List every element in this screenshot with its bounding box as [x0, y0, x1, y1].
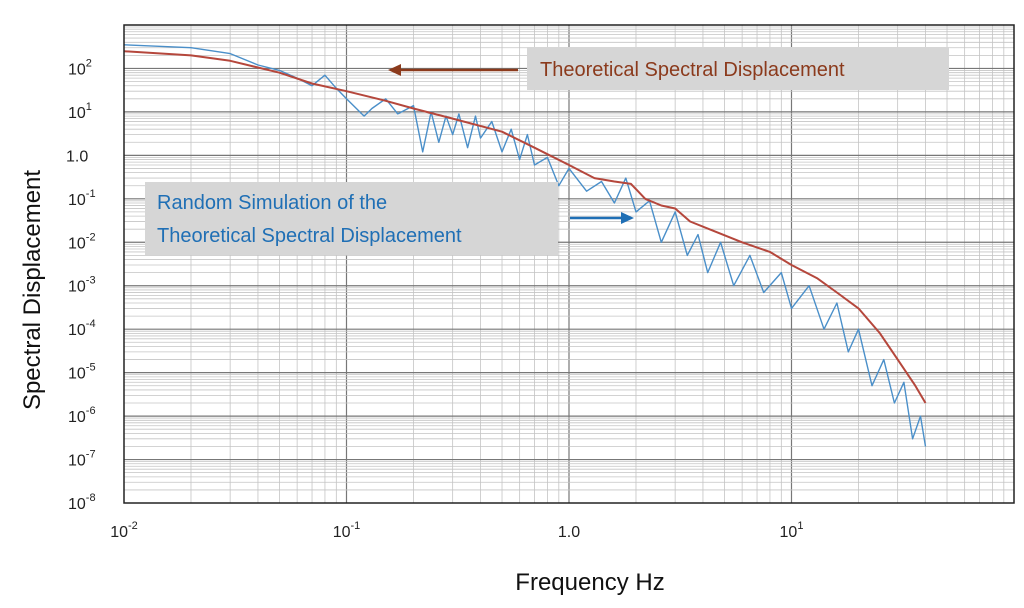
callout-theoretical-text: Theoretical Spectral Displacement	[540, 59, 845, 81]
x-tick-label: 1.0	[558, 524, 580, 541]
y-tick-label: 10-4	[68, 318, 96, 339]
callout-theoretical: Theoretical Spectral Displacement	[388, 47, 949, 90]
callout-random: Random Simulation of the Theoretical Spe…	[145, 182, 634, 255]
plot-frame	[123, 24, 1015, 504]
arrowhead-right-icon	[621, 212, 634, 224]
x-tick-label: 101	[780, 520, 804, 541]
y-tick-label: 10-8	[68, 492, 96, 513]
y-tick-label: 1.0	[66, 148, 88, 165]
series-layer	[123, 44, 927, 447]
y-tick-labels: 102 101 1.0 10-1 10-2 10-3 10-4 10-5 10-6 10-7 10-…	[66, 57, 96, 513]
arrowhead-left-icon	[388, 64, 401, 76]
callout-random-text-line1: Random Simulation of the	[157, 192, 387, 214]
grid	[124, 25, 1014, 503]
y-tick-label: 10-2	[68, 231, 96, 252]
series-line-theoretical	[123, 50, 927, 404]
y-tick-label: 10-3	[68, 275, 96, 296]
y-tick-label: 10-7	[68, 449, 96, 470]
y-tick-label: 10-5	[68, 362, 96, 383]
x-tick-labels: 10-2 10-1 1.0 101	[110, 520, 803, 541]
callout-theoretical-box	[527, 47, 949, 90]
y-tick-label: 10-1	[68, 188, 96, 209]
y-tick-label: 102	[68, 57, 92, 78]
callout-random-text-line2: Theoretical Spectral Displacement	[157, 225, 462, 247]
x-axis-title: Frequency Hz	[515, 569, 664, 596]
y-tick-label: 10-6	[68, 405, 96, 426]
x-tick-label: 10-2	[110, 520, 138, 541]
callout-random-box	[145, 182, 558, 255]
x-tick-label: 10-1	[333, 520, 361, 541]
y-axis-title: Spectral Displacement	[19, 170, 46, 410]
y-tick-label: 101	[68, 101, 92, 122]
series-line-random-simulation	[123, 44, 927, 447]
